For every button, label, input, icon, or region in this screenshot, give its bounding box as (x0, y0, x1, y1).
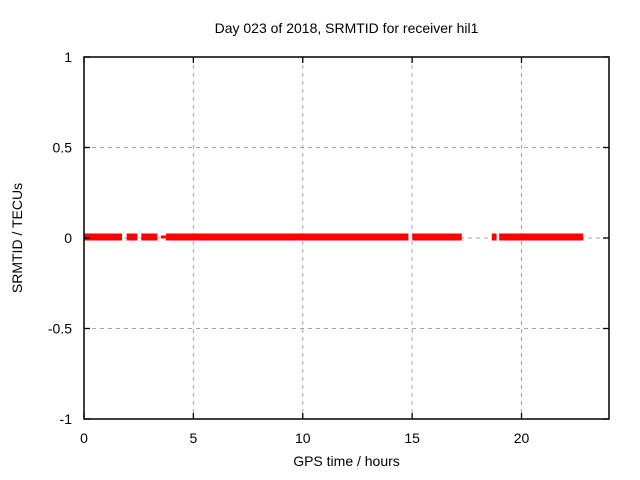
data-segment (499, 233, 584, 241)
data-segment (160, 235, 167, 239)
x-tick-label: 15 (404, 430, 420, 446)
y-tick-label: 0.5 (53, 140, 73, 156)
x-tick-label: 10 (295, 430, 311, 446)
chart-title: Day 023 of 2018, SRMTID for receiver hil… (214, 20, 479, 36)
x-axis-label: GPS time / hours (293, 453, 400, 469)
x-tick-label: 5 (189, 430, 197, 446)
data-segment (166, 233, 409, 241)
data-segment (491, 233, 497, 241)
data-segment (126, 233, 138, 241)
x-tick-label: 20 (514, 430, 530, 446)
y-tick-label: -1 (60, 411, 73, 427)
data-segment (141, 233, 158, 241)
x-tick-label: 0 (80, 430, 88, 446)
data-segment (412, 233, 462, 241)
data-segment (84, 233, 123, 241)
y-tick-label: 1 (64, 49, 72, 65)
y-tick-label: -0.5 (48, 321, 72, 337)
y-tick-label: 0 (64, 230, 72, 246)
